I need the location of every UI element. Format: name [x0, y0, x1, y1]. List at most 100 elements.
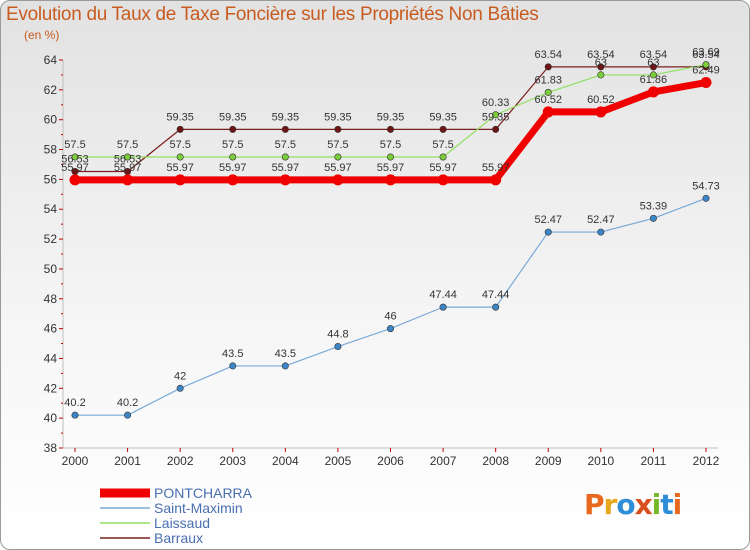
data-point-saint-maximin	[281, 362, 289, 370]
data-label-barraux: 59.35	[429, 111, 457, 123]
y-tick-label: 56	[44, 172, 58, 186]
y-tick-label: 44	[44, 351, 58, 365]
series-line-saint-maximin	[75, 197, 707, 416]
data-label-pontcharra: 55.97	[272, 162, 300, 174]
data-point-saint-maximin	[439, 303, 447, 311]
chart-unit-label: (en %)	[24, 28, 60, 42]
data-point-laissaud	[229, 153, 237, 161]
data-label-pontcharra: 55.97	[61, 162, 89, 174]
data-point-saint-maximin	[544, 228, 552, 236]
data-label-laissaud: 57.5	[275, 139, 296, 151]
data-point-pontcharra	[332, 174, 344, 186]
data-point-pontcharra	[700, 77, 712, 89]
x-tick-label: 2004	[272, 454, 299, 468]
chart-axes: 38 40 42 44 46 48 50 52 54 56 58 60 62 64 2000 2001 2002…	[44, 53, 720, 468]
data-label-barraux: 59.35	[324, 111, 352, 123]
data-label-pontcharra: 55.97	[114, 162, 142, 174]
data-point-laissaud	[492, 111, 500, 119]
data-label-laissaud: 57.5	[117, 139, 138, 151]
data-label-saint-maximin: 53.39	[640, 200, 668, 212]
x-tick-label: 2012	[693, 454, 720, 468]
legend-label-saint-maximin: Saint-Maximin	[154, 500, 243, 516]
legend-label-laissaud: Laissaud	[154, 515, 210, 531]
logo-letter: i	[651, 488, 662, 521]
data-point-laissaud	[597, 71, 605, 79]
data-point-barraux	[544, 63, 552, 71]
data-point-saint-maximin	[71, 411, 79, 419]
data-point-pontcharra	[227, 174, 239, 186]
data-point-pontcharra	[174, 174, 186, 186]
y-tick-label: 38	[44, 441, 58, 455]
data-point-barraux	[229, 125, 237, 133]
data-label-saint-maximin: 47.44	[429, 289, 457, 301]
y-tick-label: 42	[44, 381, 58, 395]
data-label-saint-maximin: 46	[384, 311, 396, 323]
data-point-laissaud	[386, 153, 394, 161]
data-label-laissaud: 57.5	[432, 139, 453, 151]
data-label-pontcharra: 60.52	[534, 94, 562, 106]
data-label-saint-maximin: 52.47	[587, 214, 615, 226]
x-tick-label: 2008	[482, 454, 509, 468]
legend-label-pontcharra: PONTCHARRA	[154, 485, 253, 501]
data-label-saint-maximin: 44.8	[327, 329, 348, 341]
data-point-laissaud	[124, 153, 132, 161]
data-point-saint-maximin	[492, 303, 500, 311]
y-tick-label: 58	[44, 143, 58, 157]
data-point-pontcharra	[279, 174, 291, 186]
data-label-laissaud: 63	[647, 57, 659, 69]
data-point-laissaud	[544, 88, 552, 96]
data-label-saint-maximin: 54.73	[692, 180, 720, 192]
data-label-saint-maximin: 43.5	[275, 348, 296, 360]
data-point-barraux	[492, 125, 500, 133]
data-label-laissaud: 57.5	[222, 139, 243, 151]
data-point-saint-maximin	[386, 325, 394, 333]
data-point-laissaud	[334, 153, 342, 161]
data-point-laissaud	[281, 153, 289, 161]
data-label-barraux: 59.35	[482, 111, 510, 123]
data-point-pontcharra	[595, 106, 607, 118]
data-point-barraux	[281, 125, 289, 133]
y-tick-label: 54	[44, 202, 58, 216]
data-label-saint-maximin: 42	[174, 370, 186, 382]
x-tick-label: 2009	[535, 454, 562, 468]
chart-title: Evolution du Taux de Taxe Foncière sur l…	[6, 4, 539, 25]
x-tick-label: 2001	[114, 454, 141, 468]
data-point-barraux	[597, 63, 605, 71]
data-labels: 56.53 56.53 59.35 59.35 59.35 59.35 59.35 59.35…	[61, 47, 720, 410]
logo-letter: x	[634, 488, 653, 521]
data-label-barraux: 56.53	[61, 153, 89, 165]
data-label-saint-maximin: 40.2	[117, 397, 138, 409]
data-point-laissaud	[439, 153, 447, 161]
x-tick-label: 2000	[62, 454, 89, 468]
x-tick-label: 2002	[167, 454, 194, 468]
y-tick-label: 60	[44, 113, 58, 127]
data-label-laissaud: 57.5	[327, 139, 348, 151]
data-point-saint-maximin	[229, 362, 237, 370]
data-label-pontcharra: 60.52	[587, 94, 615, 106]
data-label-barraux: 63.54	[640, 49, 668, 61]
data-label-barraux: 59.35	[219, 111, 247, 123]
data-label-pontcharra: 55.97	[377, 162, 405, 174]
data-point-pontcharra	[385, 174, 396, 186]
y-tick-label: 40	[44, 411, 58, 425]
data-point-barraux	[439, 125, 447, 133]
data-point-laissaud	[176, 153, 184, 161]
data-point-pontcharra	[122, 174, 134, 186]
data-point-pontcharra	[542, 106, 554, 118]
series-points	[69, 61, 712, 419]
logo-letter: o	[616, 488, 635, 521]
data-label-barraux: 63.54	[587, 49, 615, 61]
logo-letter: r	[603, 488, 618, 521]
data-point-pontcharra	[437, 174, 449, 186]
x-tick-label: 2003	[219, 454, 246, 468]
data-label-barraux: 59.35	[377, 111, 405, 123]
x-tick-label: 2007	[430, 454, 457, 468]
data-label-pontcharra: 62.49	[692, 65, 720, 77]
proxiti-logo: Proxiti	[584, 488, 682, 521]
x-tick-label: 2006	[377, 454, 404, 468]
data-label-pontcharra: 55.97	[324, 162, 352, 174]
data-label-laissaud: 63	[595, 57, 607, 69]
x-tick-label: 2011	[641, 454, 667, 468]
